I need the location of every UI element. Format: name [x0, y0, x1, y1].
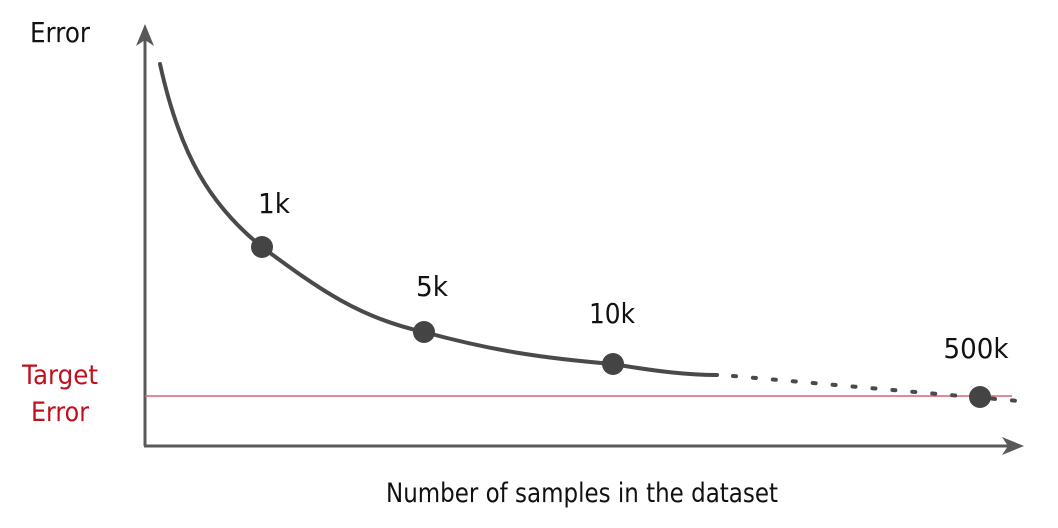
y-axis-title: Error	[30, 16, 90, 49]
y-axis-arrow-icon	[136, 24, 154, 46]
data-point-5k	[413, 321, 435, 343]
point-label-10k: 10k	[589, 297, 636, 330]
point-label-1k: 1k	[258, 187, 291, 220]
data-point-500k	[969, 386, 991, 408]
point-label-5k: 5k	[416, 270, 449, 303]
data-point-1k	[251, 236, 273, 258]
target-error-label-line1: Target	[21, 360, 98, 391]
x-axis-arrow-icon	[1002, 437, 1024, 455]
target-error-label-line2: Error	[31, 397, 90, 428]
error-curve	[158, 62, 719, 377]
data-point-10k	[602, 353, 624, 375]
point-label-500k: 500k	[944, 332, 1010, 365]
x-axis-title: Number of samples in the dataset	[386, 478, 778, 509]
